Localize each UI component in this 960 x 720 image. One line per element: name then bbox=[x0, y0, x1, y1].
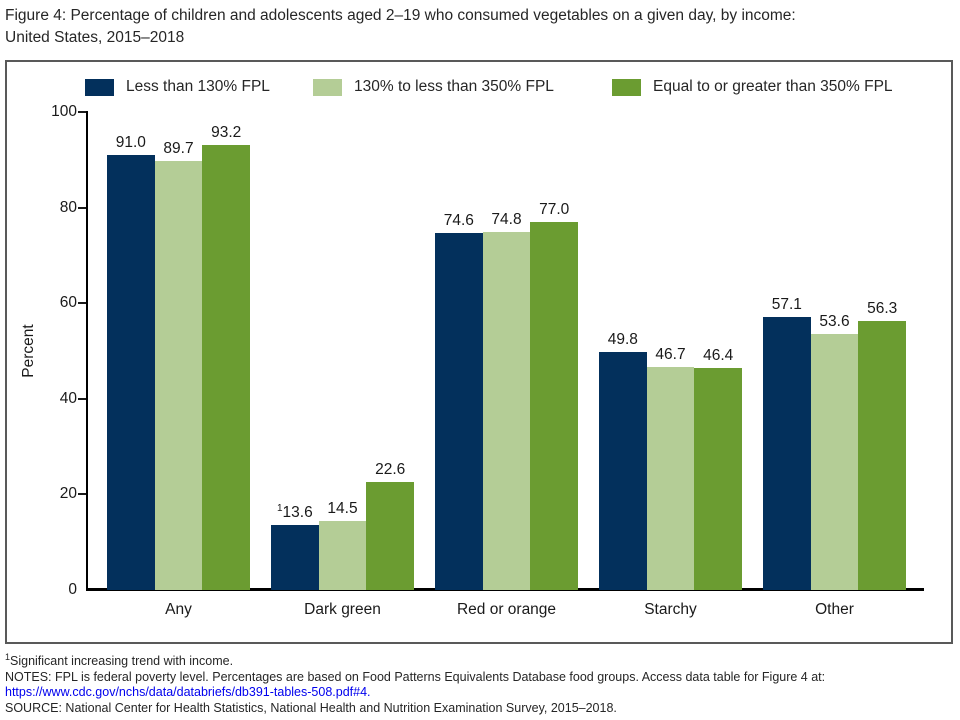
figure-title-line1: Figure 4: Percentage of children and ado… bbox=[5, 7, 796, 24]
bar-any-series1 bbox=[154, 161, 203, 590]
x-axis-category-label-any: Any bbox=[165, 601, 192, 618]
bar-value-label-other-series1: 53.6 bbox=[819, 312, 850, 330]
bar-any-series2 bbox=[202, 144, 250, 590]
bar-red-or-orange-series1 bbox=[482, 232, 531, 590]
bar-dark-green-series1 bbox=[318, 520, 367, 590]
legend-swatch-series1 bbox=[313, 78, 342, 96]
bar-value-label-dark-green-series0: 113.6 bbox=[276, 502, 313, 521]
y-axis-tick bbox=[78, 397, 86, 400]
y-axis-tick-label: 0 bbox=[68, 581, 77, 598]
y-axis-tick-label: 40 bbox=[59, 389, 77, 407]
legend-item-equal-to-or-greater-than-350-fpl: Equal to or greater than 350% FPL bbox=[612, 78, 893, 96]
bar-value-label-red-or-orange-series1: 74.8 bbox=[491, 211, 522, 229]
bar-value-label-dark-green-series2: 22.6 bbox=[375, 460, 406, 478]
legend-label: 130% to less than 350% FPL bbox=[354, 78, 554, 95]
footnote-link-line: https://www.cdc.gov/nchs/data/databriefs… bbox=[5, 685, 955, 701]
bar-value-label-dark-green-series1: 14.5 bbox=[327, 499, 358, 517]
bar-value-label-any-series1: 89.7 bbox=[163, 140, 194, 158]
bar-value-label-other-series0: 57.1 bbox=[771, 296, 802, 314]
bar-any-series0 bbox=[107, 155, 155, 590]
legend-label: Equal to or greater than 350% FPL bbox=[653, 78, 893, 95]
y-axis-tick-label: 100 bbox=[51, 103, 77, 120]
y-axis-line bbox=[86, 111, 88, 590]
bar-starchy-series2 bbox=[694, 368, 742, 590]
footnote-significance: 1Significant increasing trend with incom… bbox=[5, 651, 234, 668]
bar-value-label-any-series0: 91.0 bbox=[115, 134, 146, 152]
y-axis-tick bbox=[78, 302, 86, 305]
data-table-link[interactable]: https://www.cdc.gov/nchs/data/databriefs… bbox=[5, 685, 371, 699]
bar-starchy-series0 bbox=[599, 351, 647, 590]
bar-value-label-red-or-orange-series2: 77.0 bbox=[539, 200, 570, 218]
bar-value-label-starchy-series1: 46.7 bbox=[655, 345, 686, 363]
legend-swatch-series2 bbox=[612, 78, 641, 96]
bar-other-series2 bbox=[858, 320, 906, 590]
footnotes: 1Significant increasing trend with incom… bbox=[5, 651, 955, 716]
y-axis-tick bbox=[78, 206, 86, 209]
x-axis-category-label-other: Other bbox=[815, 601, 854, 618]
figure-title-line2: United States, 2015–2018 bbox=[5, 28, 185, 46]
footnote-source: SOURCE: National Center for Health Stati… bbox=[5, 700, 617, 715]
significance-marker: 1 bbox=[276, 502, 283, 514]
x-axis-category-label-dark-green: Dark green bbox=[304, 601, 381, 618]
bar-starchy-series1 bbox=[646, 366, 695, 590]
bar-value-label-other-series2: 56.3 bbox=[867, 299, 898, 317]
legend-label: Less than 130% FPL bbox=[126, 78, 270, 95]
y-axis-tick bbox=[78, 111, 86, 113]
bar-value-label-any-series2: 93.2 bbox=[211, 123, 242, 141]
footnote-marker: 1 bbox=[5, 651, 11, 662]
bar-other-series1 bbox=[810, 333, 859, 590]
bar-other-series0 bbox=[763, 317, 811, 590]
figure-title: Figure 4: Percentage of children and ado… bbox=[5, 5, 955, 48]
x-axis-category-label-starchy: Starchy bbox=[644, 601, 697, 618]
bar-dark-green-series2 bbox=[366, 481, 414, 590]
bar-value-label-starchy-series0: 49.8 bbox=[607, 330, 638, 348]
bar-dark-green-series0 bbox=[271, 524, 319, 590]
legend-item-less-than-130-fpl: Less than 130% FPL bbox=[85, 78, 270, 96]
y-axis-tick bbox=[78, 493, 86, 496]
bar-red-or-orange-series0 bbox=[435, 233, 483, 590]
bar-value-label-red-or-orange-series0: 74.6 bbox=[443, 212, 474, 230]
bar-red-or-orange-series2 bbox=[530, 221, 578, 590]
legend-item-130-to-less-than-350-fpl: 130% to less than 350% FPL bbox=[313, 78, 554, 96]
y-axis-tick-label: 80 bbox=[59, 198, 77, 216]
legend-swatch-series0 bbox=[85, 78, 114, 96]
bar-value-label-starchy-series2: 46.4 bbox=[703, 347, 734, 365]
y-axis-tick-label: 20 bbox=[59, 485, 77, 503]
x-axis-category-label-red-or-orange: Red or orange bbox=[456, 601, 557, 618]
footnote-notes: NOTES: FPL is federal poverty level. Per… bbox=[5, 669, 826, 684]
y-axis-tick-label: 60 bbox=[59, 294, 77, 312]
